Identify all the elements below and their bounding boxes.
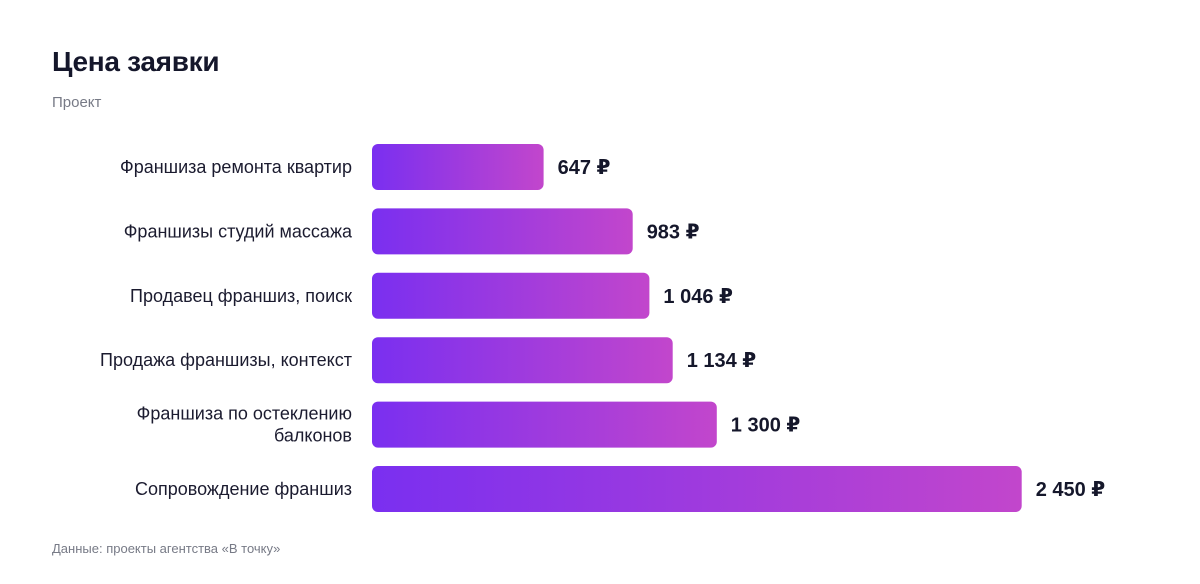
category-label-3: Продавец франшиз, поиск	[130, 286, 352, 306]
bar-1	[372, 144, 544, 190]
value-label-5: 1 300 ₽	[731, 415, 801, 437]
category-label-5: Франшиза по остеклению балконов	[137, 404, 352, 446]
category-label-1: Франшиза ремонта квартир	[120, 157, 352, 177]
source-note: Данные: проекты агентства «В точку»	[52, 541, 281, 556]
bar-3	[372, 272, 650, 319]
chart-subtitle: Проект	[52, 94, 102, 111]
value-label-1: 647 ₽	[558, 157, 611, 179]
category-label-6: Сопровождение франшиз	[135, 479, 352, 499]
value-label-2: 983 ₽	[647, 221, 700, 243]
bar-2	[372, 208, 633, 255]
bar-4	[372, 337, 673, 384]
category-label-2: Франшизы студий массажа	[124, 221, 353, 241]
bars-group: Франшиза ремонта квартир 647 ₽ Франшизы ст…	[100, 144, 1105, 512]
category-label-4: Продажа франшизы, контекст	[100, 350, 352, 370]
value-label-3: 1 046 ₽	[663, 286, 733, 308]
chart-title: Цена заявки	[52, 46, 220, 77]
value-label-4: 1 134 ₽	[687, 350, 757, 372]
bar-5	[372, 401, 717, 448]
value-label-6: 2 450 ₽	[1036, 479, 1106, 501]
bar-6	[372, 466, 1022, 512]
